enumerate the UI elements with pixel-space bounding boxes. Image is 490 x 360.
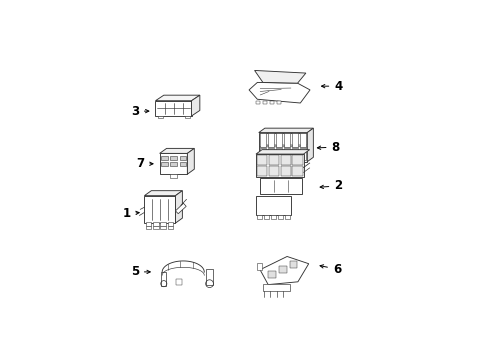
Polygon shape: [268, 132, 274, 147]
Polygon shape: [285, 215, 290, 220]
Polygon shape: [185, 116, 190, 118]
Polygon shape: [175, 203, 186, 214]
Polygon shape: [271, 215, 276, 220]
Polygon shape: [257, 166, 267, 176]
Polygon shape: [153, 226, 159, 229]
Polygon shape: [192, 95, 200, 116]
Polygon shape: [146, 222, 151, 226]
Polygon shape: [269, 155, 279, 165]
Polygon shape: [187, 148, 195, 174]
Polygon shape: [257, 155, 267, 165]
Text: 8: 8: [318, 141, 340, 154]
Polygon shape: [278, 215, 283, 220]
Polygon shape: [293, 155, 303, 165]
Polygon shape: [153, 222, 159, 226]
Polygon shape: [155, 101, 192, 116]
Polygon shape: [281, 155, 291, 165]
Polygon shape: [276, 132, 282, 147]
Polygon shape: [284, 132, 290, 147]
Polygon shape: [158, 116, 163, 118]
Polygon shape: [284, 145, 294, 147]
Polygon shape: [179, 162, 186, 166]
Polygon shape: [257, 263, 262, 270]
Text: 1: 1: [122, 207, 139, 220]
Polygon shape: [270, 101, 274, 104]
Polygon shape: [290, 261, 297, 268]
Polygon shape: [171, 156, 177, 160]
Polygon shape: [155, 95, 200, 101]
Text: 3: 3: [131, 105, 149, 118]
Polygon shape: [161, 162, 168, 166]
Polygon shape: [161, 272, 166, 287]
Polygon shape: [268, 271, 276, 278]
Polygon shape: [307, 128, 314, 162]
Polygon shape: [161, 156, 168, 160]
Polygon shape: [268, 148, 274, 160]
Polygon shape: [170, 174, 177, 177]
Polygon shape: [260, 132, 266, 147]
Text: 5: 5: [131, 265, 150, 278]
Polygon shape: [300, 145, 310, 147]
Text: 6: 6: [320, 262, 341, 276]
Polygon shape: [145, 191, 182, 195]
Polygon shape: [292, 145, 301, 147]
Polygon shape: [279, 266, 287, 273]
Polygon shape: [259, 132, 307, 162]
Polygon shape: [269, 166, 279, 176]
Polygon shape: [276, 148, 282, 160]
Polygon shape: [268, 145, 277, 147]
Polygon shape: [168, 222, 173, 226]
Polygon shape: [277, 101, 281, 104]
Polygon shape: [160, 226, 166, 229]
Polygon shape: [160, 153, 187, 174]
Polygon shape: [293, 166, 303, 176]
Polygon shape: [284, 148, 290, 160]
Polygon shape: [260, 256, 309, 285]
Polygon shape: [179, 156, 186, 160]
Polygon shape: [249, 82, 310, 103]
Polygon shape: [255, 71, 306, 83]
Polygon shape: [281, 166, 291, 176]
Text: 7: 7: [136, 157, 153, 170]
Text: 2: 2: [320, 179, 343, 193]
Polygon shape: [300, 148, 306, 160]
Polygon shape: [257, 215, 262, 220]
Polygon shape: [160, 148, 195, 153]
Polygon shape: [256, 154, 303, 177]
Text: 4: 4: [321, 80, 343, 93]
Polygon shape: [263, 101, 267, 104]
Polygon shape: [300, 132, 306, 147]
Polygon shape: [168, 226, 173, 229]
Polygon shape: [256, 150, 310, 154]
Polygon shape: [260, 179, 302, 194]
Polygon shape: [260, 148, 266, 160]
Polygon shape: [260, 145, 269, 147]
Polygon shape: [264, 215, 269, 220]
Polygon shape: [146, 226, 151, 229]
Polygon shape: [175, 191, 182, 223]
Polygon shape: [256, 101, 260, 104]
Polygon shape: [171, 162, 177, 166]
Polygon shape: [160, 222, 166, 226]
Polygon shape: [176, 279, 182, 285]
Polygon shape: [145, 195, 175, 223]
Polygon shape: [263, 284, 290, 291]
Polygon shape: [292, 148, 298, 160]
Polygon shape: [259, 128, 314, 132]
Polygon shape: [292, 132, 298, 147]
Polygon shape: [256, 195, 291, 215]
Polygon shape: [276, 145, 285, 147]
Polygon shape: [206, 269, 213, 285]
